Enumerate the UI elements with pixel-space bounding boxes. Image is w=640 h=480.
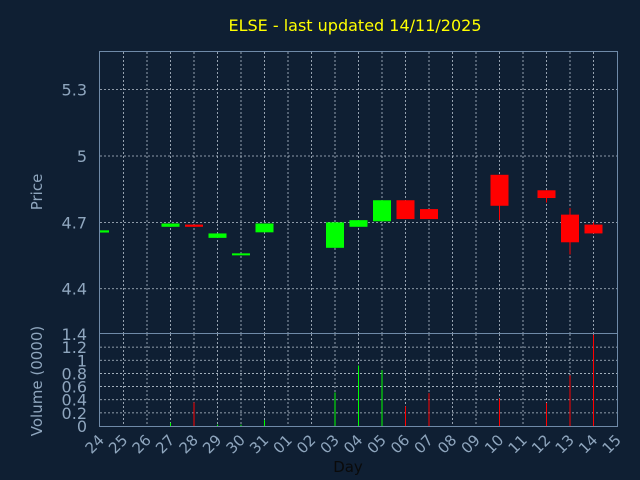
volume-frame bbox=[99, 333, 618, 427]
volume-tick-label: 1 bbox=[77, 351, 87, 370]
volume-tick-label: 1.2 bbox=[62, 338, 87, 357]
x-tick-label: 15 bbox=[599, 431, 625, 457]
volume-panel: 00.20.40.60.811.21.4 Volume (0000) bbox=[28, 325, 618, 436]
candle-body bbox=[561, 214, 579, 243]
x-tick-label: 07 bbox=[411, 431, 437, 457]
x-tick-label: 02 bbox=[293, 431, 319, 457]
candle-body bbox=[232, 253, 250, 256]
candle-body bbox=[326, 222, 344, 248]
x-tick-label: 30 bbox=[223, 431, 249, 457]
volume-axis-label: Volume (0000) bbox=[28, 326, 46, 436]
volume-y-ticks: 00.20.40.60.811.21.4 bbox=[62, 325, 87, 436]
x-tick-label: 29 bbox=[199, 431, 225, 457]
x-tick-label: 03 bbox=[317, 431, 343, 457]
volume-bars bbox=[170, 334, 594, 426]
price-panel: 4.4 4.7 5 5.3 Price bbox=[28, 51, 618, 334]
candle-body bbox=[255, 223, 274, 233]
x-tick-label: 09 bbox=[458, 431, 484, 457]
candle-body bbox=[161, 223, 180, 227]
candle-body bbox=[537, 190, 556, 199]
candle-body bbox=[100, 230, 109, 233]
volume-tick-label: 1.4 bbox=[62, 325, 87, 344]
x-tick-label: 28 bbox=[176, 431, 202, 457]
x-tick-label: 04 bbox=[340, 431, 366, 457]
x-tick-label: 27 bbox=[152, 431, 178, 457]
candle-body bbox=[396, 200, 415, 220]
price-tick-label: 4.4 bbox=[62, 280, 87, 299]
price-tick-label: 5 bbox=[77, 147, 87, 166]
volume-tick-label: 0 bbox=[77, 417, 87, 436]
candle-body bbox=[490, 174, 509, 206]
x-tick-label: 25 bbox=[105, 431, 131, 457]
volume-tick-label: 0.2 bbox=[62, 404, 87, 423]
candle-body bbox=[373, 200, 391, 222]
candle-body bbox=[420, 209, 438, 220]
x-tick-label: 06 bbox=[387, 431, 413, 457]
volume-tick-label: 0.8 bbox=[62, 364, 87, 383]
x-tick-label: 13 bbox=[552, 431, 578, 457]
price-candles bbox=[99, 174, 603, 256]
price-y-ticks: 4.4 4.7 5 5.3 bbox=[62, 81, 87, 299]
price-tick-label: 4.7 bbox=[62, 213, 87, 232]
candle-body bbox=[584, 224, 603, 234]
volume-tick-label: 0.4 bbox=[62, 391, 87, 410]
candle-body bbox=[208, 233, 227, 238]
x-tick-label: 05 bbox=[364, 431, 390, 457]
x-tick-label: 01 bbox=[270, 431, 296, 457]
x-tick-label: 12 bbox=[528, 431, 554, 457]
volume-tick-label: 0.6 bbox=[62, 378, 87, 397]
x-tick-label: 10 bbox=[481, 431, 507, 457]
x-tick-labels: 2425262728293031010203040506070809101112… bbox=[82, 431, 625, 457]
price-axis-label: Price bbox=[28, 174, 46, 211]
price-tick-label: 5.3 bbox=[62, 81, 87, 100]
x-tick-label: 26 bbox=[129, 431, 155, 457]
chart-title: ELSE - last updated 14/11/2025 bbox=[228, 16, 481, 35]
candle-body bbox=[185, 224, 203, 227]
x-tick-label: 31 bbox=[246, 431, 272, 457]
candle-body bbox=[349, 220, 368, 227]
x-tick-label: 11 bbox=[505, 431, 531, 457]
x-tick-label: 14 bbox=[575, 431, 601, 457]
x-tick-label: 08 bbox=[434, 431, 460, 457]
x-axis-label: Day bbox=[333, 458, 363, 476]
